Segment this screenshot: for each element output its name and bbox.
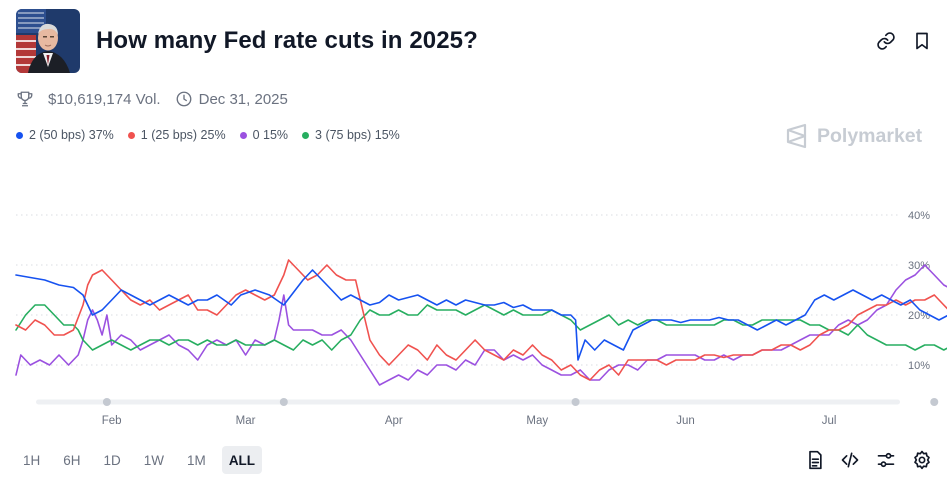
legend-item: 1 (25 bps) 25% [127, 128, 226, 142]
time-range-1m[interactable]: 1M [187, 452, 206, 468]
range-slider-track[interactable] [36, 399, 900, 405]
x-tick-label: Jul [822, 415, 837, 427]
polymarket-brand: Polymarket [785, 123, 922, 149]
time-range-1h[interactable]: 1H [23, 452, 41, 468]
brand-name: Polymarket [817, 124, 923, 147]
chart-legend: 2 (50 bps) 37% 1 (25 bps) 25% 0 15% 3 (75 b… [16, 128, 414, 142]
x-tick-label: Feb [102, 415, 122, 427]
end-date-text: Dec 31, 2025 [198, 90, 288, 108]
document-icon[interactable] [805, 450, 825, 470]
chart-series [15, 259, 947, 386]
time-range-all[interactable]: ALL [221, 446, 263, 474]
clock-icon [176, 91, 192, 107]
legend-dot [239, 131, 247, 139]
gear-icon[interactable] [912, 450, 932, 470]
time-range-selector: 1H 6H 1D 1W 1M ALL [16, 446, 271, 474]
range-slider-handle[interactable] [279, 398, 288, 406]
legend-item: 0 15% [239, 128, 289, 142]
legend-dot [302, 131, 310, 139]
x-tick-label: Jun [676, 415, 695, 427]
time-range-1w[interactable]: 1W [143, 452, 165, 468]
time-range-6h[interactable]: 6H [63, 452, 81, 468]
y-tick-label: 20% [908, 310, 930, 322]
series-line [15, 269, 947, 361]
link-icon[interactable] [876, 31, 896, 51]
y-tick-label: 40% [908, 210, 930, 222]
market-meta: $10,619,174 Vol. Dec 31, 2025 [16, 88, 288, 110]
polymarket-logo-icon [786, 123, 807, 149]
market-thumbnail-illustration [16, 9, 80, 73]
range-slider-handle[interactable] [571, 398, 580, 406]
market-header: How many Fed rate cuts in 2025? [16, 9, 931, 73]
chart-grid: 10% 20% 30% 40% [16, 210, 930, 372]
series-line [15, 259, 947, 381]
code-icon[interactable] [840, 450, 860, 470]
legend-item: 3 (75 bps) 15% [302, 128, 400, 142]
volume-text: $10,619,174 Vol. [48, 90, 161, 108]
range-slider[interactable] [36, 398, 939, 406]
x-tick-label: May [526, 415, 548, 427]
x-axis: Feb Mar Apr May Jun Jul [102, 415, 837, 427]
legend-dot [16, 131, 23, 139]
market-image [16, 9, 80, 73]
price-history-chart[interactable]: 10% 20% 30% 40% Feb Mar Apr May Jun Jul [0, 160, 947, 435]
range-slider-handle[interactable] [930, 398, 939, 406]
trophy-icon [17, 91, 33, 107]
range-slider-handle[interactable] [102, 398, 111, 406]
y-tick-label: 30% [908, 260, 930, 272]
legend-dot [127, 131, 135, 139]
legend-label: 1 (25 bps) 25% [140, 128, 226, 142]
x-tick-label: Apr [385, 415, 403, 427]
bookmark-icon[interactable] [912, 31, 932, 51]
time-range-1d[interactable]: 1D [103, 452, 121, 468]
legend-item: 2 (50 bps) 37% [16, 128, 114, 142]
legend-label: 3 (75 bps) 15% [315, 128, 400, 142]
market-title: How many Fed rate cuts in 2025? [96, 27, 478, 54]
legend-label: 2 (50 bps) 37% [29, 128, 114, 142]
y-tick-label: 10% [908, 360, 930, 372]
series-line [15, 264, 947, 386]
legend-label: 0 15% [252, 128, 289, 142]
x-tick-label: Mar [236, 415, 256, 427]
sliders-icon[interactable] [876, 450, 896, 470]
series-line [15, 304, 947, 351]
